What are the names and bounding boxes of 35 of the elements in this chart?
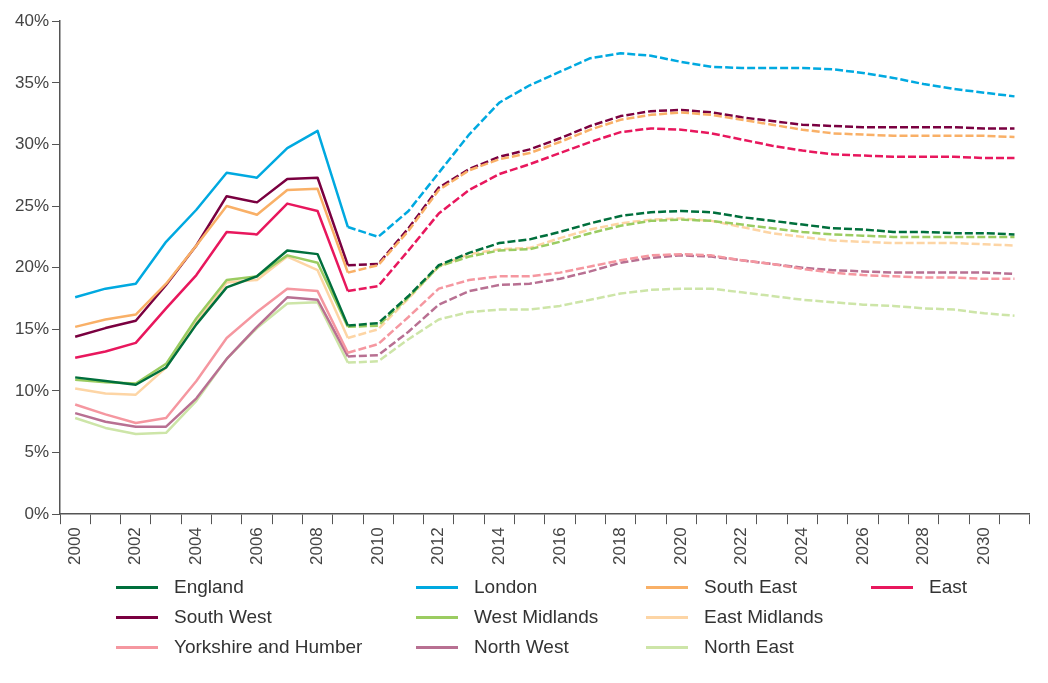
y-tick-label: 30%	[14, 134, 50, 154]
x-tick-label: 2030	[973, 527, 993, 566]
x-tick-label: 2022	[731, 527, 751, 566]
x-tick-label: 2014	[489, 527, 509, 566]
y-tick-label: 10%	[14, 380, 50, 400]
legend-label: England	[174, 576, 244, 598]
x-tick-label: 2028	[913, 527, 933, 566]
y-tick-label: 5%	[24, 442, 50, 462]
legend-label: South West	[174, 606, 272, 628]
x-tick-label: 2008	[307, 527, 327, 566]
legend-label: West Midlands	[474, 606, 599, 628]
y-tick-label: 20%	[14, 257, 50, 277]
x-tick-label: 2000	[64, 527, 84, 566]
y-tick-label: 0%	[24, 503, 50, 523]
y-tick-label: 40%	[14, 10, 50, 30]
x-tick-label: 2026	[852, 527, 872, 566]
x-tick-label: 2002	[125, 527, 145, 566]
legend-label: East	[929, 576, 968, 598]
legend-label: North West	[474, 636, 569, 658]
x-tick-label: 2020	[670, 527, 690, 566]
legend-label: East Midlands	[704, 606, 824, 628]
y-tick-label: 25%	[14, 195, 50, 215]
y-tick-label: 35%	[14, 72, 50, 92]
x-tick-label: 2006	[246, 527, 266, 566]
legend-label: North East	[704, 636, 794, 658]
legend-label: Yorkshire and Humber	[174, 636, 363, 658]
x-tick-label: 2024	[792, 527, 812, 566]
x-tick-label: 2004	[186, 527, 206, 566]
legend-label: South East	[704, 576, 797, 598]
legend-label: London	[474, 576, 538, 598]
y-tick-label: 15%	[14, 319, 50, 338]
x-tick-label: 2012	[428, 527, 448, 566]
x-tick-label: 2018	[610, 527, 630, 566]
x-tick-label: 2010	[367, 527, 387, 566]
x-tick-label: 2016	[549, 527, 569, 566]
